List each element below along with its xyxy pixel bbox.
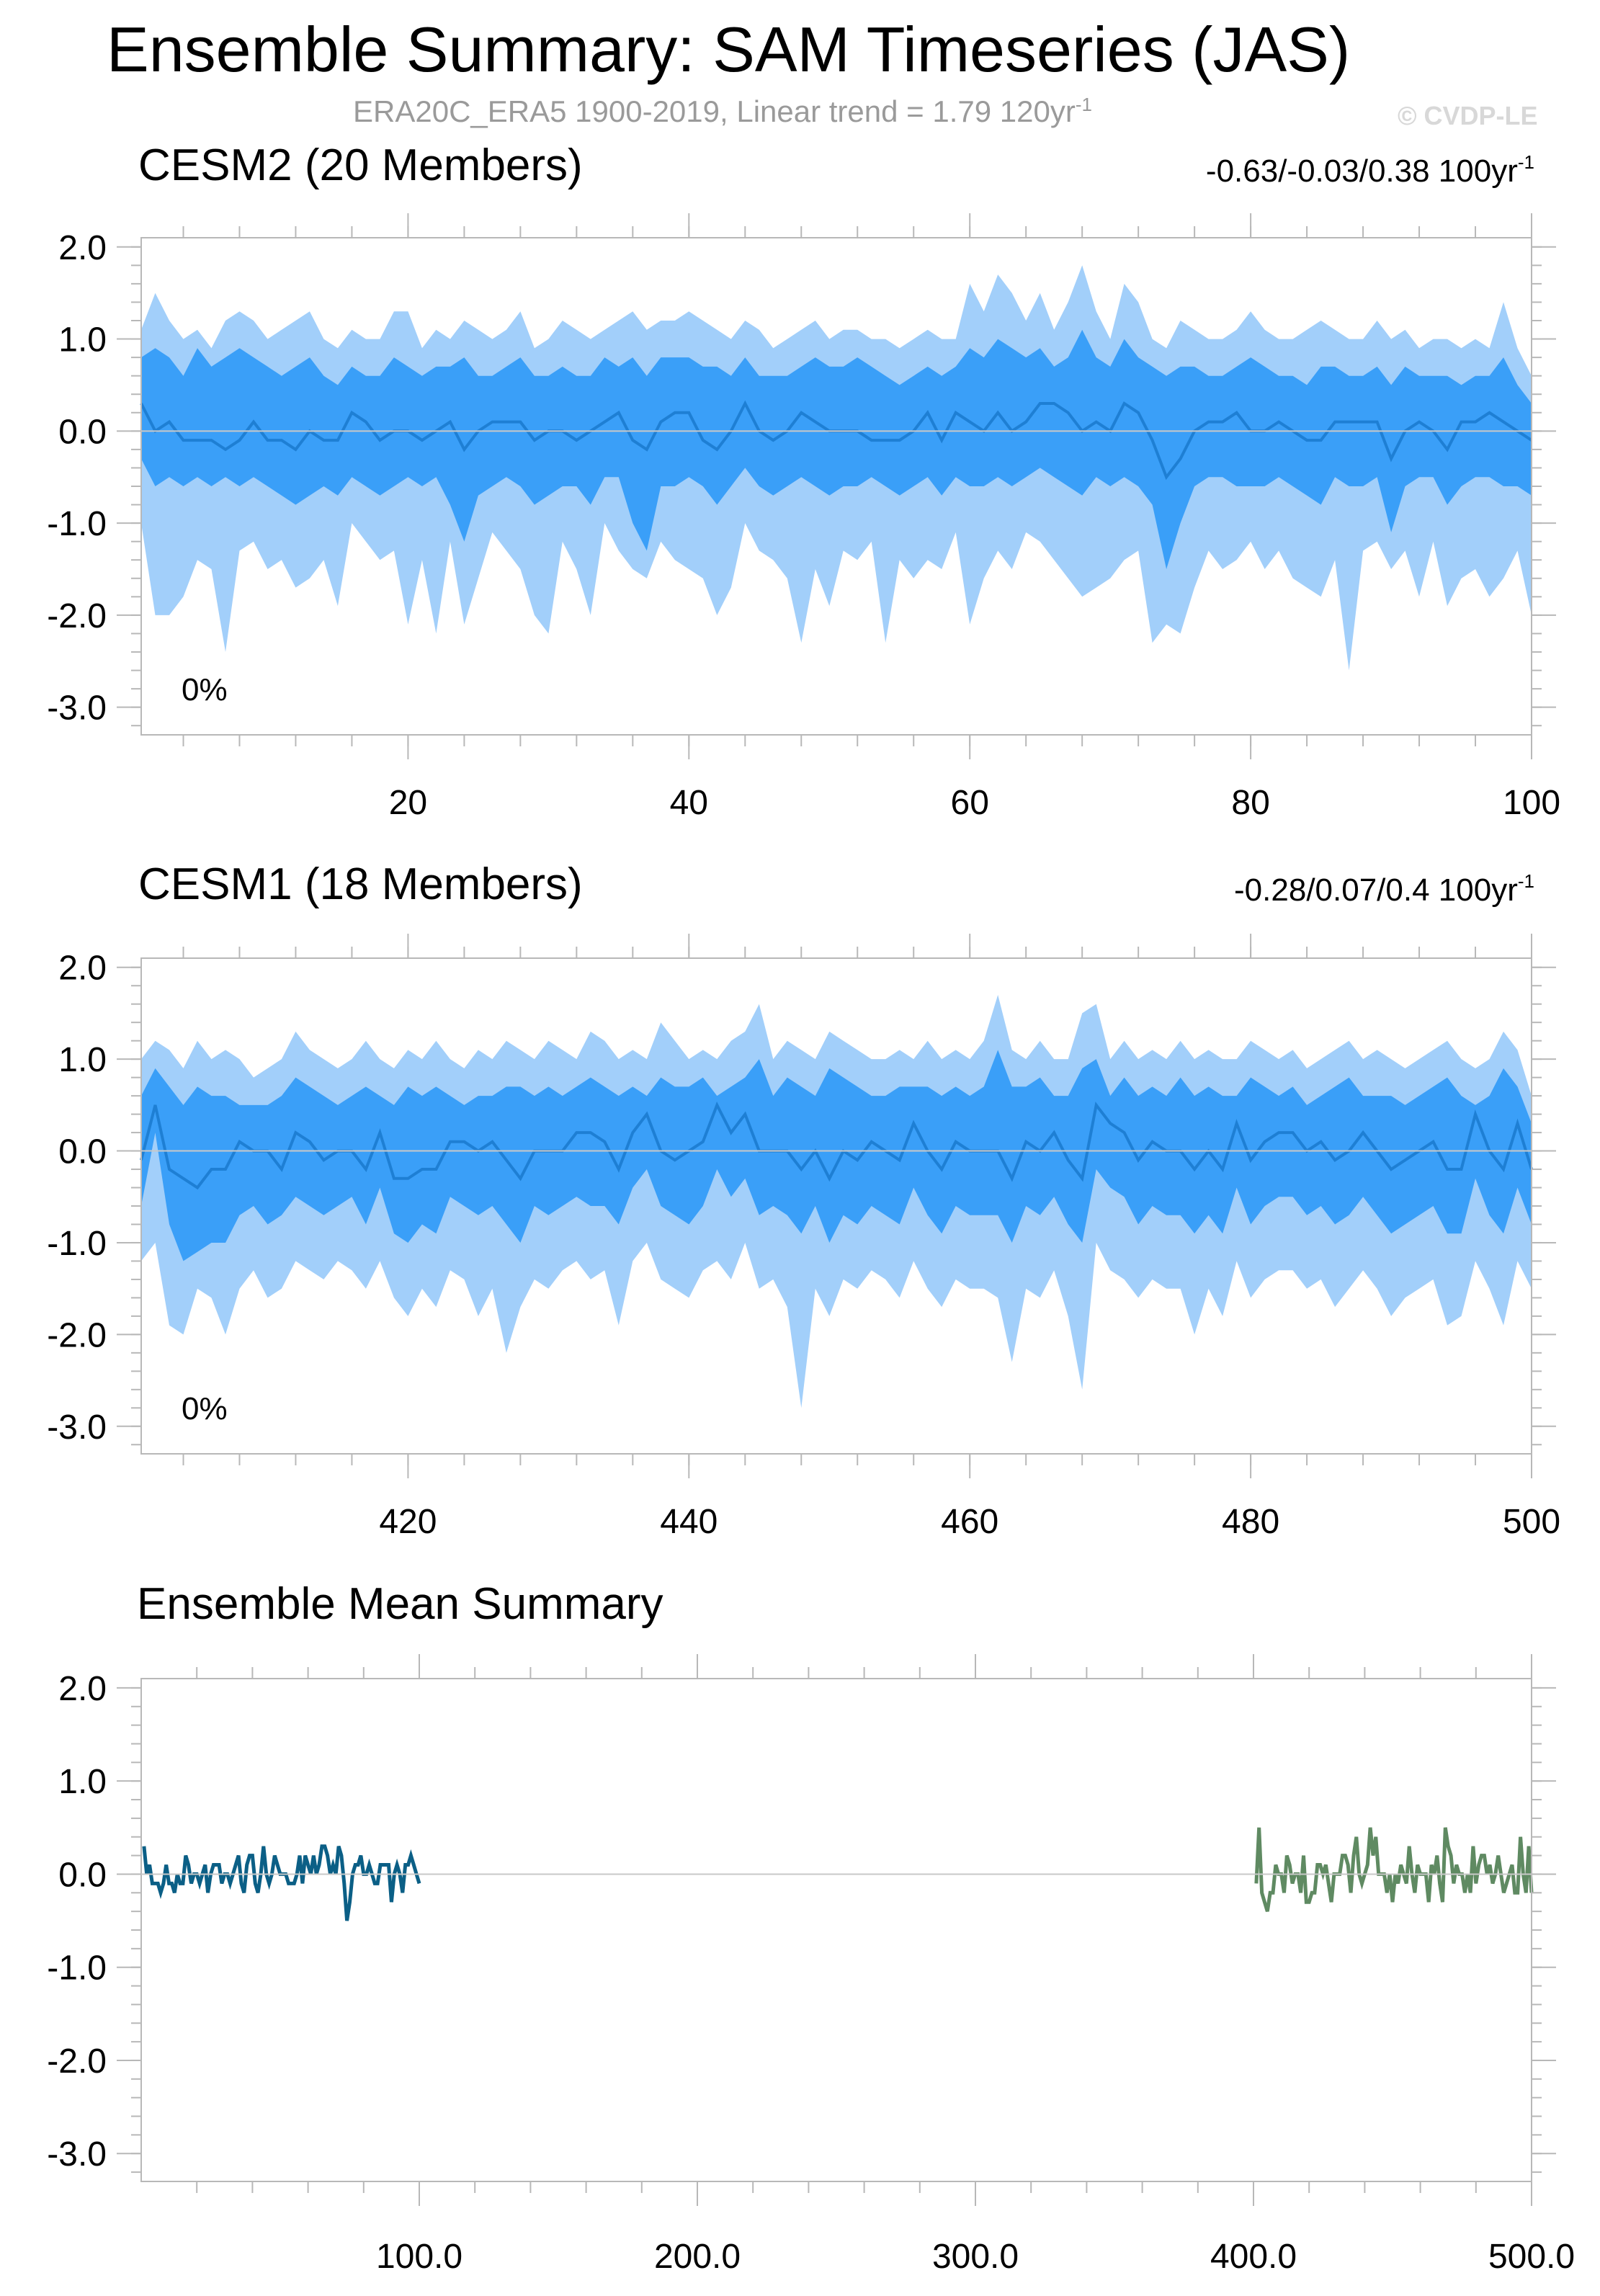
x-tick-label: 200.0 <box>654 2238 741 2276</box>
y-tick-label: 2.0 <box>58 950 107 988</box>
x-tick-label: 400.0 <box>1210 2238 1297 2276</box>
x-tick-label: 500.0 <box>1488 2238 1575 2276</box>
y-tick-label: 0.0 <box>58 413 107 451</box>
trend-value: -0.28/0.07/0.4 100yr <box>1234 872 1518 908</box>
ensemble-bands <box>141 265 1532 671</box>
subtitle-superscript: -1 <box>1075 94 1092 115</box>
x-tick-label: 100 <box>1503 784 1560 822</box>
y-tick-label: 0.0 <box>58 1133 107 1171</box>
axes: 2.0 1.0 0.0 -1.0 -2.0 -3.0 100.0 200.0 300.0 400.… <box>47 1654 1575 2276</box>
y-tick-label: -3.0 <box>47 2135 107 2174</box>
y-tick-label: -2.0 <box>47 2042 107 2081</box>
y-tick-label: -2.0 <box>47 597 107 635</box>
mean-line-cesm1 <box>1254 1827 1534 1912</box>
y-tick-label: -1.0 <box>47 1949 107 1988</box>
page-subtitle: ERA20C_ERA5 1900-2019, Linear trend = 1.… <box>353 94 1092 129</box>
cesm1-panel: CESM1 (18 Members) -0.28/0.07/0.4 100yr-… <box>47 859 1560 1541</box>
trend-superscript: -1 <box>1518 151 1534 173</box>
ensemble-mean-panel: Ensemble Mean Summary 2.0 1.0 0.0 -1.0 -2.0 -… <box>47 1579 1575 2276</box>
trend-value: -0.63/-0.03/0.38 100yr <box>1206 153 1518 189</box>
trend-label-cesm1: -0.28/0.07/0.4 100yr-1 <box>1234 870 1534 908</box>
cesm2-panel: CESM2 (20 Members) -0.63/-0.03/0.38 100y… <box>47 140 1560 822</box>
y-tick-label: 1.0 <box>58 321 107 359</box>
x-tick-label: 100.0 <box>376 2238 462 2276</box>
x-tick-label: 80 <box>1231 784 1269 822</box>
interquartile-band <box>141 1050 1532 1261</box>
y-tick-label: 1.0 <box>58 1041 107 1079</box>
ensemble-bands <box>141 995 1532 1408</box>
trend-label-cesm2: -0.63/-0.03/0.38 100yr-1 <box>1206 151 1534 189</box>
x-tick-label: 500 <box>1503 1503 1560 1541</box>
panel-title-ensemble-mean: Ensemble Mean Summary <box>137 1579 663 1629</box>
axes: 2.0 1.0 0.0 -1.0 -2.0 -3.0 420 440 460 480 500 <box>47 934 1560 1541</box>
y-tick-label: -2.0 <box>47 1316 107 1354</box>
y-tick-label: -3.0 <box>47 1408 107 1447</box>
x-tick-label: 480 <box>1222 1503 1279 1541</box>
panel-title-cesm1: CESM1 (18 Members) <box>138 859 583 909</box>
interquartile-band <box>141 329 1532 569</box>
y-tick-label: 1.0 <box>58 1763 107 1801</box>
y-tick-label: 0.0 <box>58 1856 107 1894</box>
percent-label: 0% <box>182 672 228 707</box>
axes: 2.0 1.0 0.0 -1.0 -2.0 -3.0 20 40 60 80 100 <box>47 213 1560 822</box>
watermark: © CVDP-LE <box>1398 101 1538 130</box>
panel-title-cesm2: CESM2 (20 Members) <box>138 140 583 190</box>
y-tick-label: 2.0 <box>58 229 107 267</box>
x-tick-label: 420 <box>379 1503 437 1541</box>
x-tick-label: 300.0 <box>932 2238 1019 2276</box>
x-tick-label: 20 <box>389 784 427 822</box>
percent-label: 0% <box>182 1391 228 1426</box>
x-tick-label: 460 <box>941 1503 998 1541</box>
y-tick-label: -1.0 <box>47 505 107 543</box>
y-tick-label: -3.0 <box>47 689 107 728</box>
page-title: Ensemble Summary: SAM Timeseries (JAS) <box>107 14 1351 85</box>
y-tick-label: -1.0 <box>47 1225 107 1263</box>
x-tick-label: 60 <box>951 784 989 822</box>
x-tick-label: 440 <box>660 1503 718 1541</box>
mean-line-cesm2 <box>142 1844 421 1921</box>
subtitle-text: ERA20C_ERA5 1900-2019, Linear trend = 1.… <box>353 94 1076 128</box>
plot-frame <box>140 1678 1532 2182</box>
trend-superscript: -1 <box>1518 870 1534 892</box>
y-tick-label: 2.0 <box>58 1670 107 1708</box>
x-tick-label: 40 <box>670 784 708 822</box>
